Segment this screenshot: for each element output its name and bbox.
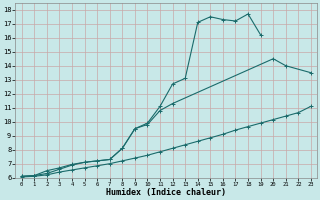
X-axis label: Humidex (Indice chaleur): Humidex (Indice chaleur) bbox=[106, 188, 226, 197]
